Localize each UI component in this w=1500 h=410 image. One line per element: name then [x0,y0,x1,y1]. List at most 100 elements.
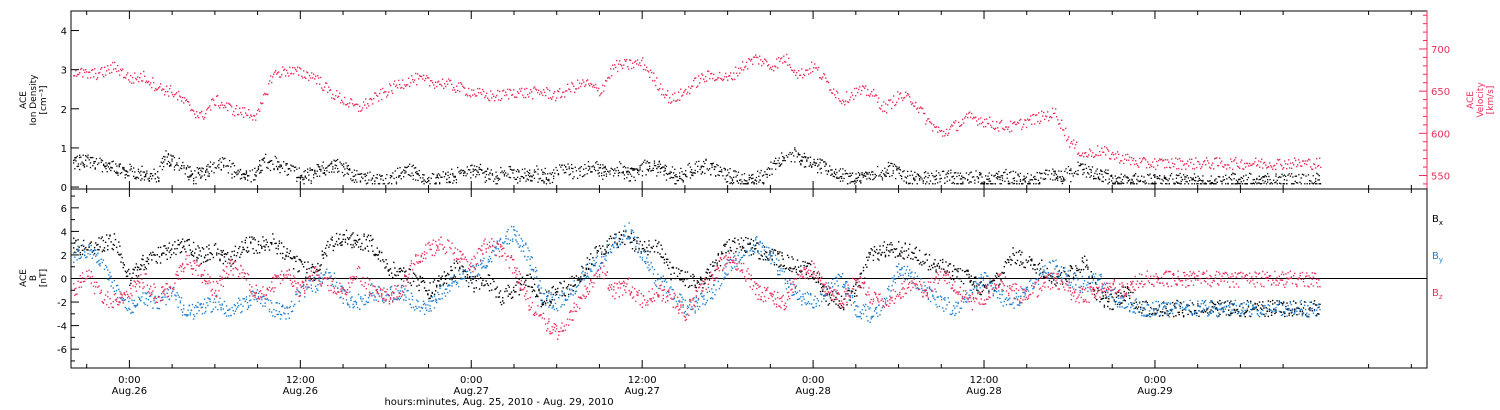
density-point [1061,182,1064,185]
bx-point [1120,292,1122,294]
density-point [1273,179,1275,181]
velocity-point [1216,157,1218,159]
density-point [1070,181,1072,183]
bx-point [729,249,732,252]
velocity-point [466,93,468,95]
density-point [239,169,242,171]
density-point [307,171,309,173]
density-point [988,178,990,180]
density-point [454,176,456,178]
density-point [751,182,753,184]
velocity-point [1181,168,1183,171]
density-point [715,166,717,168]
density-point [794,147,796,149]
bx-point [574,284,576,286]
velocity-point [1094,155,1096,158]
bx-point [1137,306,1140,308]
velocity-point [1117,151,1119,153]
velocity-point [90,77,92,79]
density-point [1082,169,1084,171]
density-point [927,177,929,179]
velocity-point [548,97,550,100]
velocity-point [1112,151,1114,154]
bx-point [1055,285,1057,287]
velocity-point [538,89,540,91]
velocity-point [1101,147,1103,149]
density-point [801,159,803,161]
bx-point [880,253,882,256]
density-point [262,157,264,160]
density-point [187,165,189,167]
velocity-point [656,77,658,79]
velocity-point [251,115,253,117]
bx-point [245,237,248,239]
density-point [626,177,628,179]
density-point [854,183,856,185]
velocity-point [766,61,768,63]
density-point [538,178,540,180]
density-point [347,164,350,167]
velocity-point [1225,164,1227,166]
density-point [926,181,928,183]
bx-point [803,264,805,267]
bx-point [770,255,772,257]
density-point [395,181,398,183]
bx-point [308,267,310,270]
density-point [1178,182,1180,184]
bx-point [1016,259,1019,262]
density-point [677,179,680,182]
density-point [613,169,615,172]
bx-point [805,265,807,268]
density-point [962,176,964,178]
velocity-point [110,64,112,66]
bx-point [667,264,669,266]
bx-point [360,248,362,251]
bx-point [423,281,426,284]
velocity-point [848,101,850,103]
velocity-point [887,104,889,106]
density-point [1186,174,1188,177]
density-y-tick-label: 2 [61,105,67,116]
density-point [175,164,177,166]
bx-point [789,269,791,272]
density-point [439,183,441,185]
velocity-point [463,86,465,89]
density-point [893,163,896,166]
ion-density-series [73,147,1322,185]
density-point [939,181,941,183]
velocity-point [271,81,273,84]
density-point [337,171,339,173]
density-point [663,174,665,176]
density-point [317,164,320,166]
bx-point [658,241,660,243]
bx-point [1043,276,1045,278]
bx-point [837,304,839,306]
magnetic-field-series [73,222,1321,340]
density-point [244,173,246,176]
density-point [626,170,628,172]
velocity-point [134,72,136,74]
density-point [719,170,722,173]
bx-point [978,284,980,286]
bx-point [428,289,430,291]
velocity-point [1008,126,1010,128]
velocity-point [640,64,642,67]
density-point [310,169,312,171]
density-point [239,178,242,180]
bx-point [174,241,176,243]
density-point [399,175,401,177]
bx-point [460,277,462,279]
bx-point [366,245,369,247]
velocity-point [82,76,84,78]
density-point [730,177,732,179]
bx-point [557,291,559,293]
bx-point [630,232,633,235]
b-y-tick-label: -2 [57,298,67,309]
bx-point [282,257,284,259]
bx-point [713,265,715,267]
velocity-point [815,67,817,69]
velocity-point [804,74,806,77]
density-point [615,170,617,172]
density-point [515,170,518,173]
velocity-point [455,91,457,93]
